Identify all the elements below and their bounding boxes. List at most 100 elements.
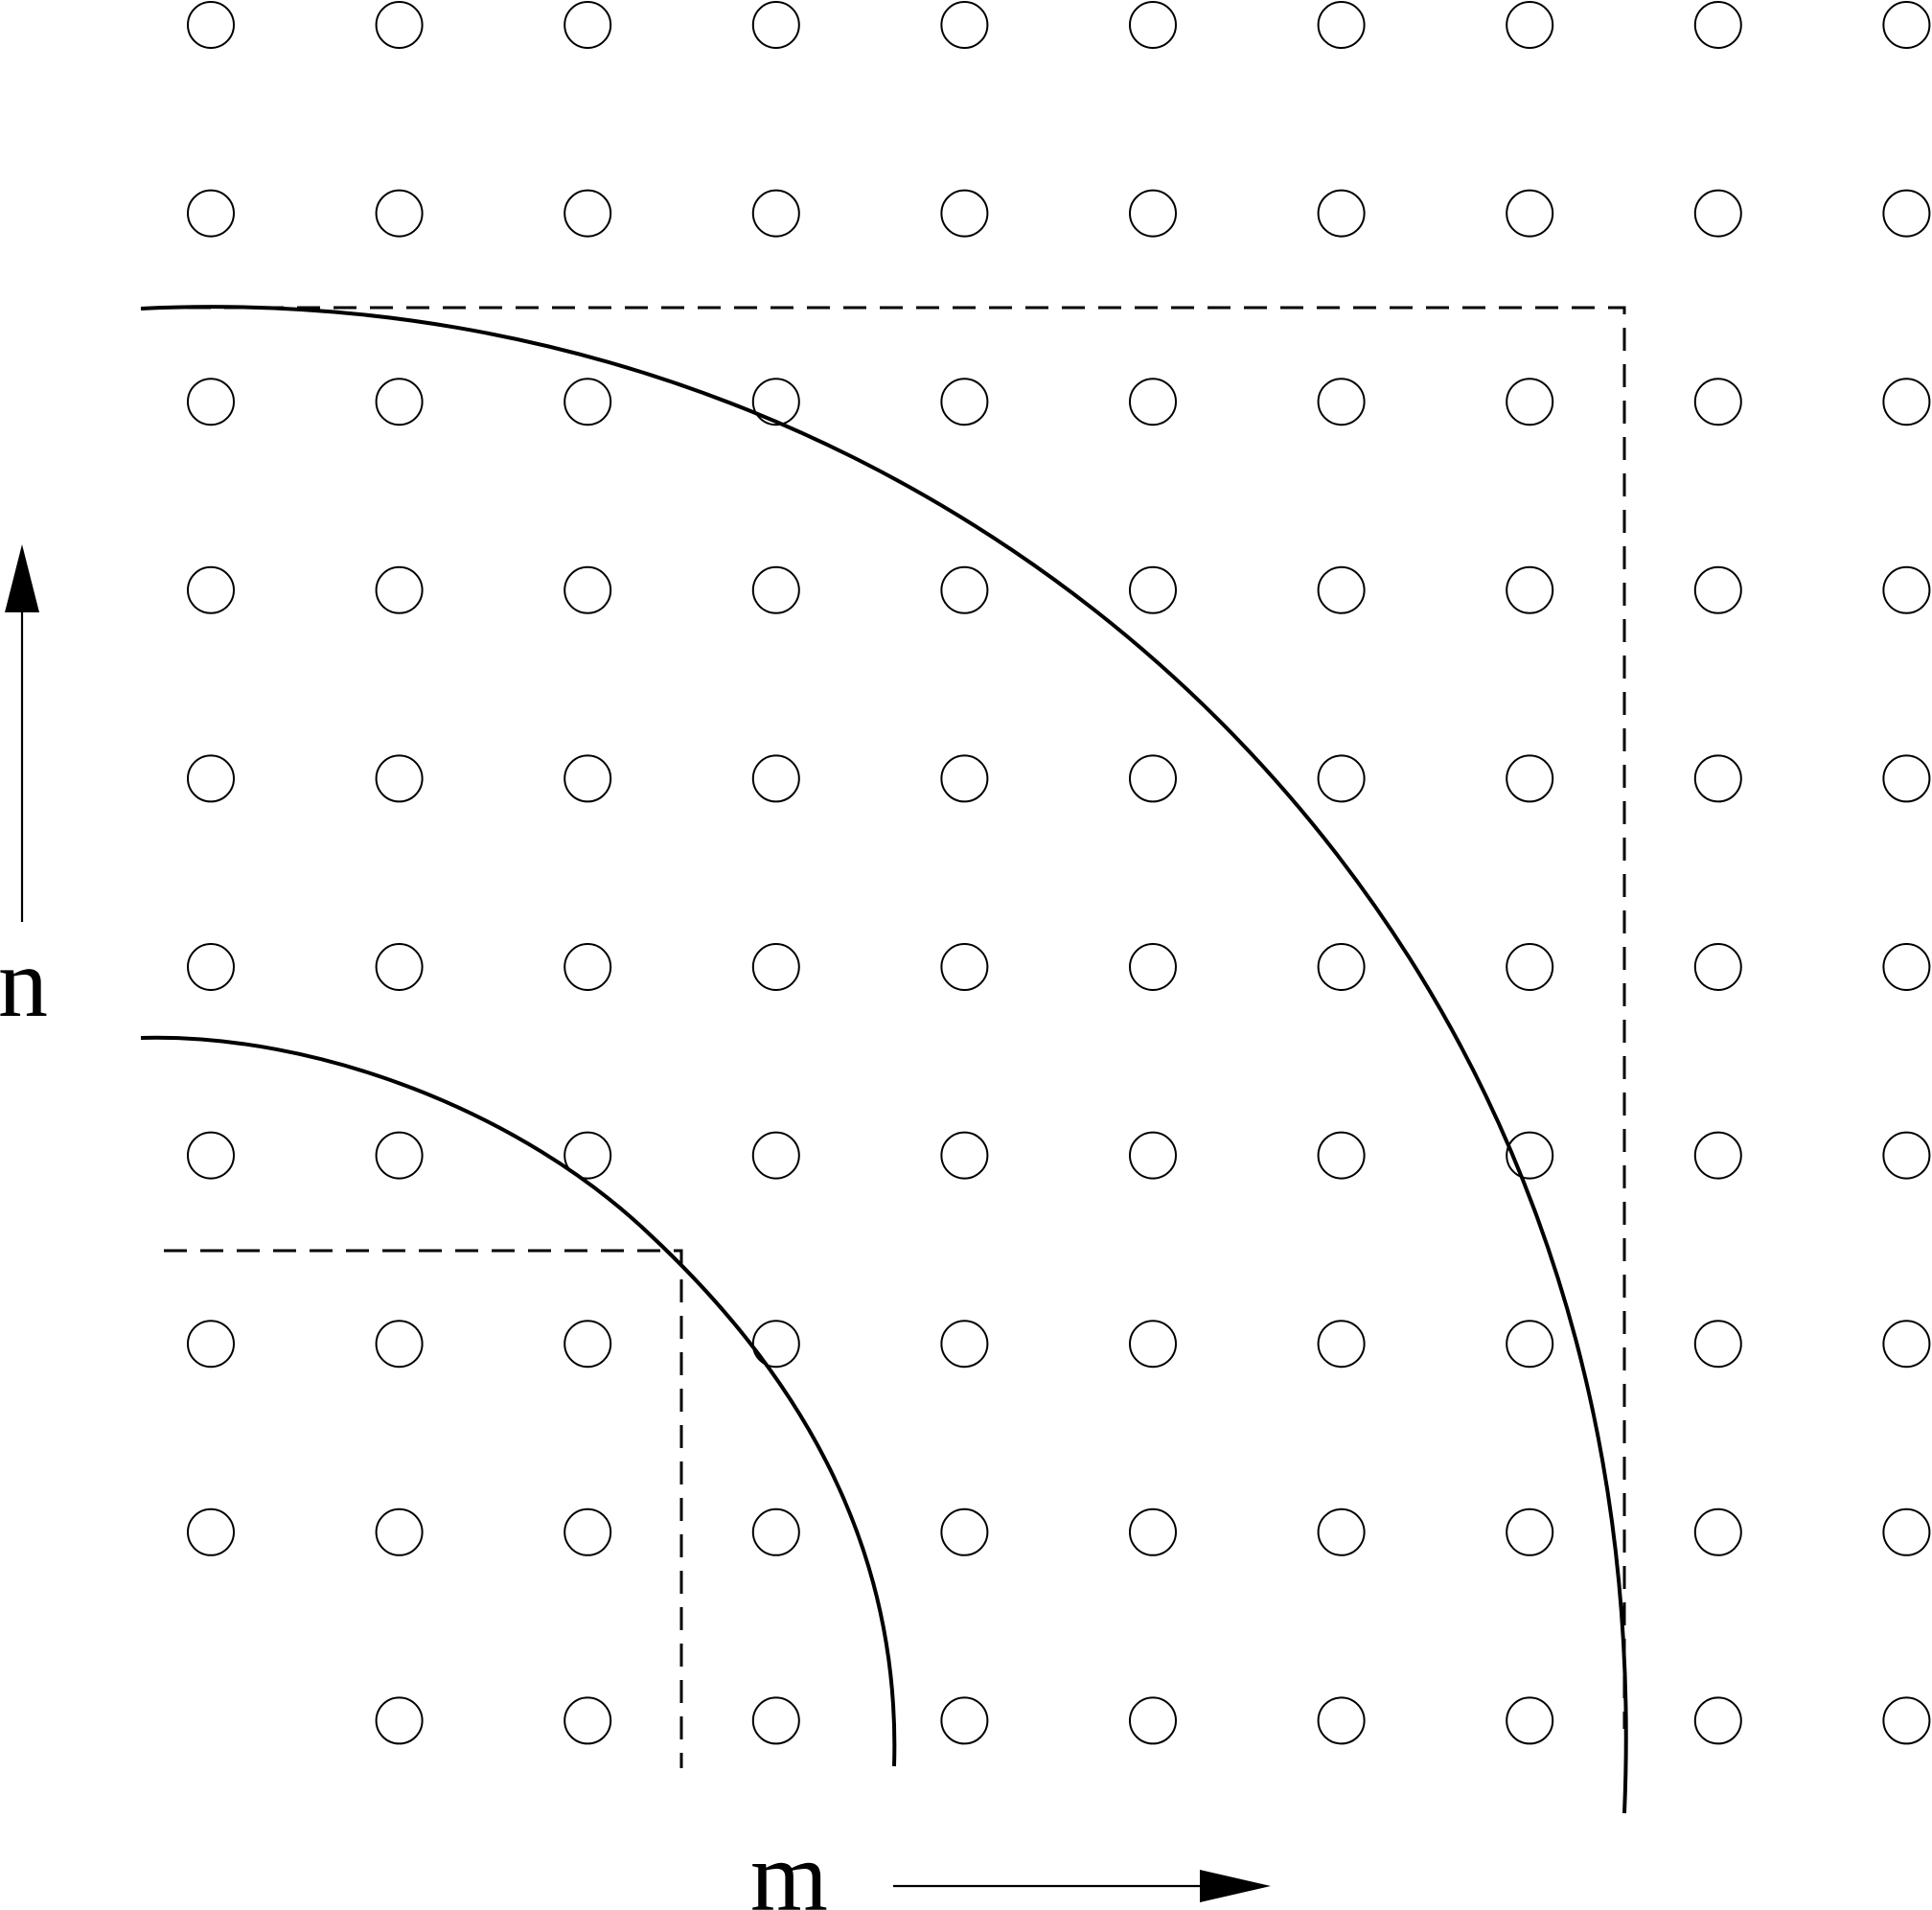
inner-quarter-arc [140, 1035, 897, 1767]
lattice-point [187, 943, 235, 991]
lattice-point [1506, 1, 1554, 49]
lattice-point [1129, 1131, 1177, 1180]
lattice-point [1129, 1, 1177, 49]
lattice-point [564, 1320, 612, 1369]
lattice-point [375, 1131, 424, 1180]
lattice-point [1506, 1320, 1554, 1369]
lattice-point [375, 565, 424, 614]
lattice-point [1129, 1696, 1177, 1745]
lattice-point [751, 1507, 800, 1556]
lattice-point [1317, 565, 1366, 614]
lattice-point [187, 378, 235, 426]
lattice-point [1506, 1131, 1554, 1180]
lattice-point [1882, 1507, 1931, 1556]
lattice-point [1693, 943, 1742, 991]
lattice-point [1506, 378, 1554, 426]
lattice-point [940, 1696, 989, 1745]
lattice-point [1882, 1320, 1931, 1369]
vertical-axis-label: n [0, 928, 48, 1038]
lattice-point [1693, 1507, 1742, 1556]
lattice-point [1882, 754, 1931, 803]
lattice-points [187, 1, 1931, 1745]
lattice-point [940, 189, 989, 238]
lattice-point [1129, 378, 1177, 426]
lattice-point [1317, 378, 1366, 426]
vertical-axis-arrowhead [5, 544, 39, 612]
lattice-point [940, 378, 989, 426]
lattice-point [564, 943, 612, 991]
lattice-point [1882, 565, 1931, 614]
lattice-point [1693, 754, 1742, 803]
lattice-point [940, 1320, 989, 1369]
lattice-point [187, 1, 235, 49]
horizontal-axis-arrowhead [1200, 1870, 1271, 1902]
lattice-point [1129, 943, 1177, 991]
lattice-point [375, 1320, 424, 1369]
lattice-point [1506, 754, 1554, 803]
lattice-point [375, 1696, 424, 1745]
lattice-point [940, 565, 989, 614]
lattice-point [1693, 189, 1742, 238]
lattice-point [751, 1320, 800, 1369]
lattice-point [1129, 1320, 1177, 1369]
lattice-point [187, 1131, 235, 1180]
lattice-point [1129, 189, 1177, 238]
lattice-point [564, 754, 612, 803]
lattice-point [1506, 565, 1554, 614]
lattice-point [1882, 1, 1931, 49]
lattice-point [375, 943, 424, 991]
lattice-point [564, 1507, 612, 1556]
lattice-point [564, 1, 612, 49]
lattice-point [1129, 754, 1177, 803]
lattice-point [751, 378, 800, 426]
outer-dashed-box [188, 306, 1626, 1729]
outer-quarter-arc [140, 305, 1628, 1814]
lattice-point [564, 378, 612, 426]
lattice-point [564, 189, 612, 238]
lattice-point [1882, 1131, 1931, 1180]
lattice-point [1693, 378, 1742, 426]
lattice-point [1317, 1, 1366, 49]
lattice-point [1317, 1131, 1366, 1180]
lattice-point [751, 754, 800, 803]
lattice-point [375, 378, 424, 426]
lattice-point [187, 189, 235, 238]
lattice-point [1129, 565, 1177, 614]
lattice-point [1317, 1507, 1366, 1556]
lattice-point [187, 754, 235, 803]
lattice-point [940, 1, 989, 49]
lattice-point [564, 1131, 612, 1180]
lattice-point [940, 754, 989, 803]
lattice-point [375, 1507, 424, 1556]
lattice-point [751, 1131, 800, 1180]
lattice-point [1506, 189, 1554, 238]
lattice-point [1317, 943, 1366, 991]
lattice-point [1693, 565, 1742, 614]
lattice-point [187, 1320, 235, 1369]
lattice-point [1317, 754, 1366, 803]
lattice-point [1882, 189, 1931, 238]
lattice-point [1317, 1320, 1366, 1369]
lattice-point [940, 943, 989, 991]
lattice-point [1506, 1696, 1554, 1745]
inner-dashed-box [164, 1249, 683, 1768]
lattice-point [1317, 189, 1366, 238]
lattice-point [564, 565, 612, 614]
lattice-point [187, 1507, 235, 1556]
lattice-point [940, 1507, 989, 1556]
lattice-point [1317, 1696, 1366, 1745]
lattice-point [1129, 1507, 1177, 1556]
lattice-point [375, 189, 424, 238]
lattice-point [375, 1, 424, 49]
lattice-point [1693, 1696, 1742, 1745]
lattice-point [751, 943, 800, 991]
lattice-point [1882, 378, 1931, 426]
lattice-point [564, 1696, 612, 1745]
horizontal-axis-label: m [750, 1822, 828, 1910]
lattice-point [1693, 1320, 1742, 1369]
lattice-point [1882, 943, 1931, 991]
lattice-point [1506, 1507, 1554, 1556]
lattice-point [751, 1, 800, 49]
lattice-point [751, 565, 800, 614]
